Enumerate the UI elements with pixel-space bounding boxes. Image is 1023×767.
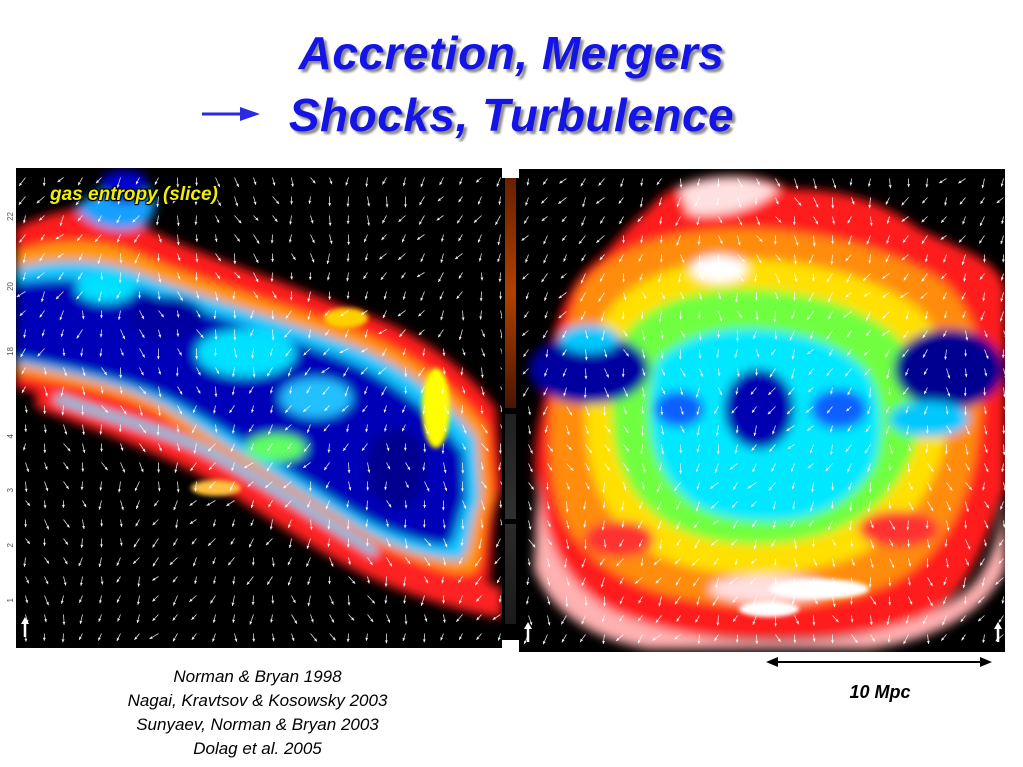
scale-bar-label: 10 Mpc: [849, 682, 911, 702]
right-arrow-icon: [202, 107, 260, 121]
axis-tick-label: 1: [6, 598, 15, 603]
scale-bar-arrow: [766, 657, 992, 667]
axis-tick-label: 20: [6, 282, 15, 291]
axis-tick-label: 18: [6, 347, 15, 356]
axis-tick-label: 22: [6, 212, 15, 221]
reference-arrow-icon: [21, 617, 29, 637]
reference-item: Nagai, Kravtsov & Kosowsky 2003: [127, 691, 388, 710]
panel-label: gas entropy (slice): [50, 184, 218, 205]
velocity-vector-field: [521, 178, 1005, 645]
reference-item: Norman & Bryan 1998: [173, 667, 342, 686]
reference-arrow-icon: [994, 622, 1002, 642]
velocity-vector-field: [16, 177, 502, 644]
reference-list: Norman & Bryan 1998 Nagai, Kravtsov & Ko…: [60, 665, 455, 761]
entropy-slice-image-left: gas entropy (slice): [16, 168, 502, 648]
entropy-map-right: [519, 169, 1005, 652]
slide-title-line-2: Shocks, Turbulence: [288, 89, 735, 141]
center-divider-strip: [502, 178, 519, 640]
slide-title-line-1: Accretion, Mergers: [298, 27, 725, 79]
reference-arrow-icon: [524, 622, 532, 642]
axis-tick-label: 3: [6, 488, 15, 493]
reference-item: Sunyaev, Norman & Bryan 2003: [136, 715, 379, 734]
entropy-map-left: [16, 168, 502, 648]
reference-item: Dolag et al. 2005: [193, 739, 322, 758]
entropy-slice-image-right: [519, 169, 1005, 652]
axis-tick-label: 4: [6, 434, 15, 439]
axis-tick-label: 2: [6, 543, 15, 548]
